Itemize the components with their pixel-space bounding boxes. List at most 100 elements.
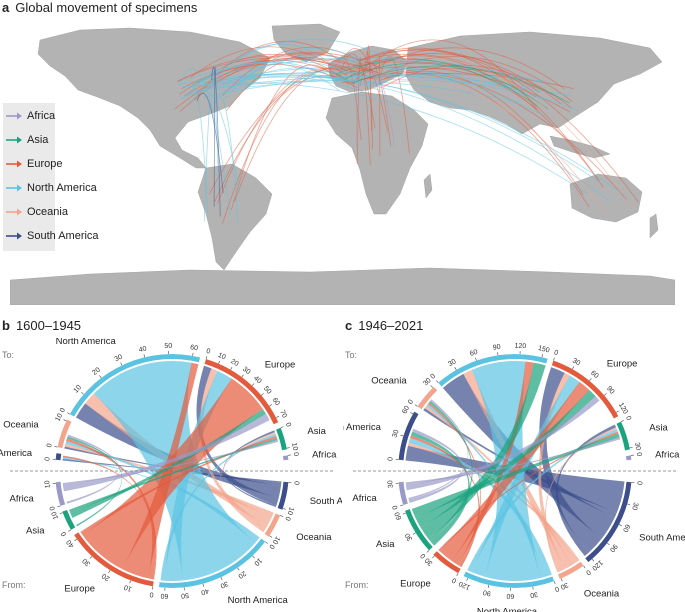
region-segment: [55, 453, 62, 461]
from-label: From:: [345, 580, 369, 590]
tick-mark: [241, 374, 244, 378]
chord-ribbon: [64, 446, 282, 486]
legend-item-south-america: South America: [5, 227, 99, 245]
region-segment: [55, 481, 66, 506]
legend-label: Oceania: [27, 206, 68, 218]
tick-mark: [99, 375, 102, 379]
segment-edge: [621, 421, 631, 450]
tick-label: 10: [252, 556, 263, 567]
flow-arc: [202, 43, 338, 95]
tick-label: 20: [229, 358, 239, 368]
tick-mark: [220, 577, 223, 581]
tick-mark: [583, 565, 586, 569]
segment-edge: [54, 452, 57, 460]
region-label: Oceania: [371, 375, 407, 386]
region-segment: [69, 354, 201, 417]
tick-mark: [456, 573, 459, 577]
panel-a-heading: a Global movement of specimens: [2, 0, 197, 15]
tick-mark: [620, 420, 624, 422]
region-segment: [404, 509, 433, 551]
flow-arc: [354, 47, 565, 89]
tick-label: 0: [392, 504, 400, 510]
region-segment: [551, 360, 619, 419]
panel-b-heading: b 1600–1945: [2, 318, 81, 333]
region-label: North America: [425, 338, 486, 339]
region-label: Europe: [607, 358, 638, 369]
flow-arc: [222, 74, 602, 184]
chord-ribbon: [410, 431, 470, 546]
panel-b-title: 1600–1945: [15, 318, 82, 333]
region-label: Europe: [265, 359, 296, 370]
tick-label: 0: [553, 349, 559, 357]
arrow-icon: [6, 232, 22, 240]
chord-ribbon: [160, 433, 277, 581]
tick-mark: [57, 505, 61, 508]
tick-mark: [466, 577, 469, 581]
arrow-icon: [6, 208, 22, 216]
tick-mark: [192, 352, 194, 356]
to-label: To:: [345, 350, 357, 360]
region-legend: Africa Asia Europe North America Oceania…: [3, 103, 99, 251]
region-segment: [204, 359, 279, 425]
chord-ribbon: [85, 393, 272, 526]
tick-label: 30: [424, 556, 435, 567]
segment-edge: [282, 482, 290, 511]
panel-b-letter: b: [2, 318, 10, 333]
chord-ribbon: [471, 375, 580, 577]
flow-arc: [345, 62, 538, 107]
region-segment: [398, 411, 419, 461]
tick-label: 10: [290, 442, 298, 451]
flow-arc: [351, 65, 570, 104]
tick-label: 30: [571, 357, 581, 367]
region-segment: [62, 509, 76, 530]
chord-ribbon: [223, 430, 277, 508]
legend-item-north-america: North America: [5, 179, 97, 197]
segment-edge: [268, 515, 282, 538]
tick-mark: [616, 410, 619, 413]
tick-label: 10: [51, 510, 60, 520]
region-label: Asia: [376, 539, 395, 550]
arrow-icon: [6, 136, 22, 144]
panel-c-heading: c 1946–2021: [345, 318, 423, 333]
tick-label: 150: [537, 345, 550, 355]
tick-label: 60: [271, 397, 281, 407]
tick-mark: [432, 555, 435, 559]
region-label: North America: [477, 606, 538, 612]
legend-label: Asia: [27, 134, 49, 146]
tick-label: 10: [55, 412, 65, 422]
tick-mark: [400, 504, 404, 507]
flow-arc: [230, 64, 339, 211]
flow-arc: [217, 96, 239, 225]
tick-mark: [410, 412, 414, 415]
arrow-icon: [6, 112, 22, 120]
tick-label: 0: [292, 481, 299, 486]
region-segment: [616, 421, 630, 451]
tick-mark: [629, 447, 633, 449]
tick-label: 20: [91, 367, 102, 377]
madagascar-landmass: [423, 173, 433, 199]
tick-label: 30: [241, 366, 252, 376]
tick-label: 0: [554, 585, 560, 593]
tick-mark: [591, 558, 595, 562]
region-segment: [276, 427, 287, 451]
tick-mark: [286, 447, 290, 449]
tick-label: 90: [605, 385, 615, 396]
tick-label: 60: [621, 523, 631, 533]
legend-item-africa: Africa: [5, 107, 55, 125]
tick-label: 90: [608, 543, 618, 554]
tick-label: 40: [138, 345, 147, 354]
tick-mark: [475, 357, 477, 361]
region-label: Oceania: [584, 589, 620, 600]
tick-mark: [63, 419, 67, 422]
tick-label: 50: [262, 385, 272, 396]
flow-arc: [208, 66, 380, 195]
tick-label: 0: [635, 481, 642, 486]
legend-item-oceania: Oceania: [5, 203, 68, 221]
antarctica-landmass: [10, 267, 675, 305]
region-label: South America: [639, 532, 685, 543]
tick-label: 60: [394, 511, 403, 521]
flow-arc: [201, 57, 548, 85]
tick-label: 0: [584, 568, 591, 576]
tick-label: 120: [617, 402, 629, 416]
flow-arc: [179, 58, 543, 116]
